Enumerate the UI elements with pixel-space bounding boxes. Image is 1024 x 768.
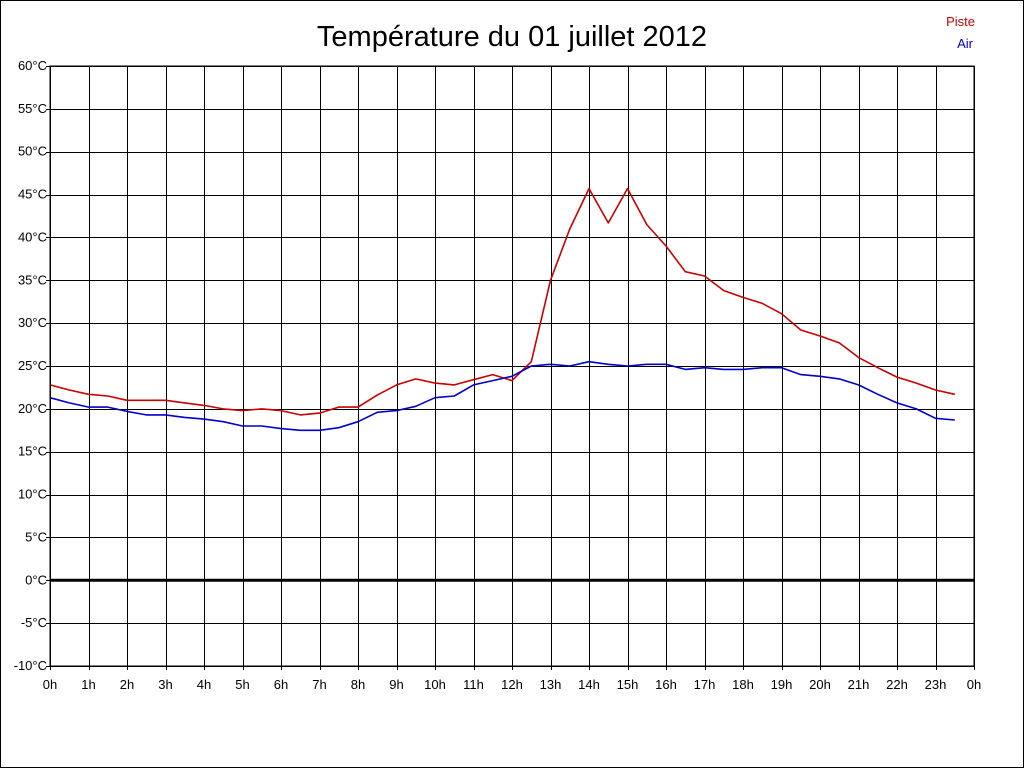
legend-piste: Piste bbox=[946, 14, 975, 29]
y-tick-label: 25°C bbox=[18, 358, 47, 373]
x-tick-label: 1h bbox=[81, 677, 95, 692]
y-tick-label: 0°C bbox=[25, 572, 47, 587]
y-tick-label: -5°C bbox=[21, 615, 47, 630]
series-line-piste bbox=[49, 187, 955, 416]
x-tick-label: 15h bbox=[617, 677, 639, 692]
x-tick-label: 0h bbox=[967, 677, 981, 692]
y-tick-label: 40°C bbox=[18, 229, 47, 244]
x-tick-label: 5h bbox=[235, 677, 249, 692]
x-tick-label: 11h bbox=[463, 677, 484, 692]
x-tick-label: 21h bbox=[848, 677, 870, 692]
x-tick-label: 16h bbox=[655, 677, 677, 692]
x-tick-label: 18h bbox=[732, 677, 754, 692]
x-tick-label: 10h bbox=[424, 677, 446, 692]
y-tick-label: 35°C bbox=[18, 272, 47, 287]
x-tick-label: 20h bbox=[809, 677, 831, 692]
x-tick-label: 13h bbox=[540, 677, 562, 692]
x-tick-label: 7h bbox=[312, 677, 326, 692]
x-tick-label: 14h bbox=[578, 677, 600, 692]
x-tick-label: 22h bbox=[886, 677, 908, 692]
x-tick-label: 2h bbox=[120, 677, 134, 692]
x-tick-label: 3h bbox=[158, 677, 172, 692]
y-tick-label: 45°C bbox=[18, 187, 47, 202]
x-tick-label: 19h bbox=[771, 677, 793, 692]
y-tick-label: 20°C bbox=[18, 401, 47, 416]
legend-air: Air bbox=[957, 36, 974, 51]
x-tick-label: 17h bbox=[694, 677, 716, 692]
y-tick-label: 30°C bbox=[18, 315, 47, 330]
x-tick-label: 6h bbox=[274, 677, 288, 692]
series-group bbox=[49, 187, 955, 432]
chart-title: Température du 01 juillet 2012 bbox=[317, 21, 707, 53]
y-tick-label: 50°C bbox=[18, 144, 47, 159]
x-tick-label: 23h bbox=[925, 677, 947, 692]
x-axis-ticks: 0h 1h 2h 3h 4h 5h 6h 7h 8h 9h 10h 11h 12h 13h 14h 15h 16… bbox=[43, 666, 981, 692]
y-tick-label: -10°C bbox=[14, 658, 47, 673]
y-tick-label: 15°C bbox=[18, 444, 47, 459]
y-tick-label: 60°C bbox=[18, 58, 47, 73]
x-tick-label: 12h bbox=[501, 677, 523, 692]
grid bbox=[50, 66, 975, 667]
series-line-air bbox=[49, 360, 955, 432]
x-tick-label: 8h bbox=[351, 677, 365, 692]
x-tick-label: 9h bbox=[389, 677, 403, 692]
y-tick-label: 55°C bbox=[18, 101, 47, 116]
y-tick-label: 5°C bbox=[25, 529, 47, 544]
y-axis-ticks: -10°C -5°C 0°C 5°C 10°C 15°C 20°C 25°C 30°C 35°C 4… bbox=[14, 58, 50, 673]
x-tick-label: 4h bbox=[197, 677, 211, 692]
y-tick-label: 10°C bbox=[18, 487, 47, 502]
x-tick-label: 0h bbox=[43, 677, 57, 692]
